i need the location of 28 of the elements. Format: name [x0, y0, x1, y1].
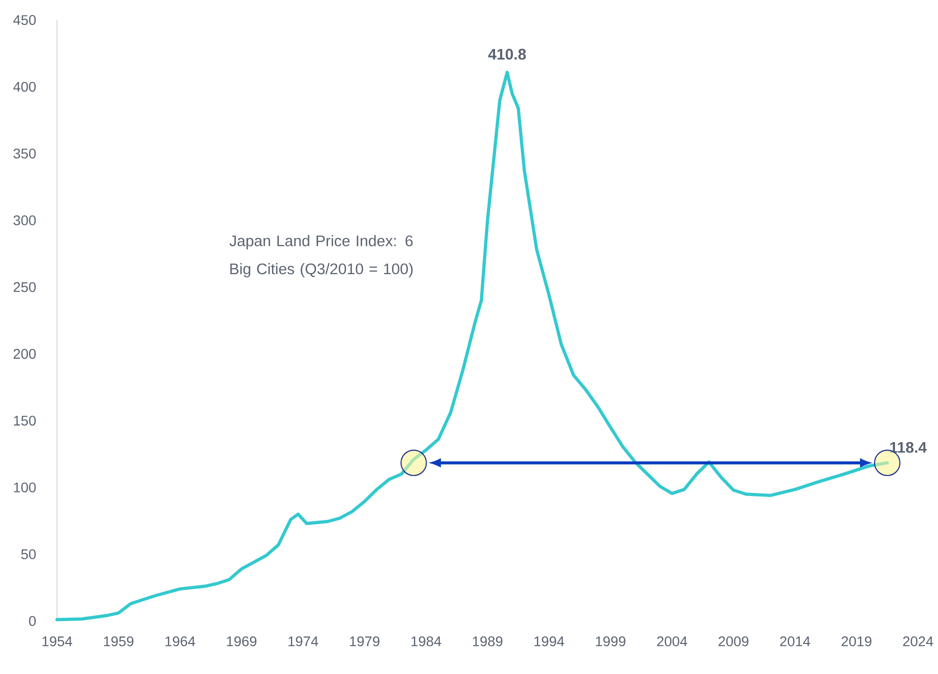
x-tick-label: 1964	[166, 636, 196, 646]
y-tick-label: 250	[14, 282, 36, 292]
x-tick-label: 2009	[718, 636, 748, 646]
x-tick-label: 2024	[903, 636, 934, 646]
x-tick-label: 2004	[657, 636, 688, 646]
y-tick-label: 350	[13, 148, 36, 159]
annotation: 118.4	[890, 442, 927, 453]
x-tick-label: 2014	[780, 636, 810, 646]
x-tick-label: 1999	[596, 636, 626, 646]
x-tick-label: 2019	[842, 636, 872, 646]
y-tick-label: 400	[13, 82, 36, 92]
x-tick-label: 1979	[350, 636, 380, 646]
x-tick-label: 1984	[412, 636, 442, 646]
x-tick-label: 1989	[472, 636, 502, 646]
y-tick-label: 100	[14, 482, 36, 492]
x-tick-label: 1954	[42, 636, 72, 646]
y-tick-label: 150	[14, 416, 36, 426]
x-tick-label: 1969	[227, 636, 256, 646]
text: Japan Land Price Index: 6 Big Cities (Q3/2010 = 100)	[230, 235, 413, 278]
annotation: 410.8	[488, 48, 526, 60]
y-tick-label: 0	[29, 616, 36, 626]
y-tick-label: 50	[21, 549, 36, 560]
y-tick-label: 200	[14, 348, 36, 359]
x-tick-label: 1974	[288, 636, 318, 646]
x-tick-label: 1994	[534, 636, 564, 646]
y-tick-label: 300	[13, 215, 36, 226]
y-tick-label: 450	[13, 15, 36, 25]
x-tick-label: 1959	[104, 636, 134, 646]
